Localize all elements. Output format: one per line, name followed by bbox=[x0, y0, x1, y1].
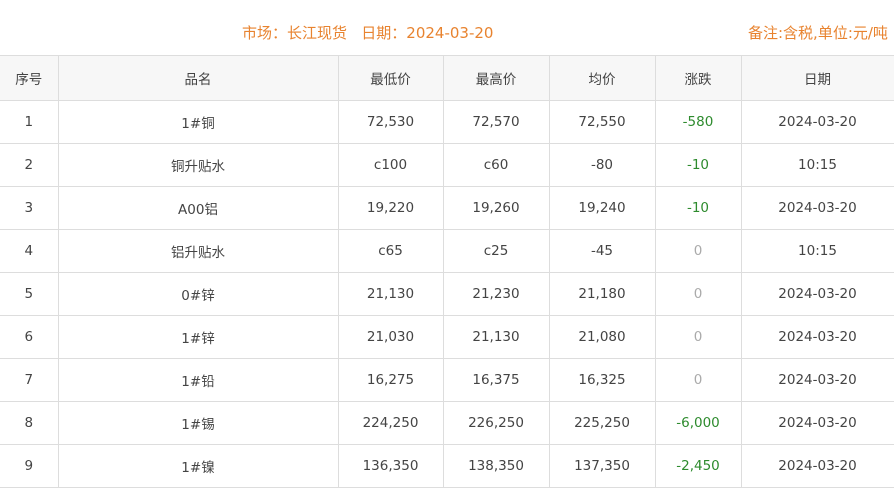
cell-change: 0 bbox=[654, 272, 742, 316]
cell-date: 2024-03-20 bbox=[740, 401, 894, 445]
cell-name: 铜升贴水 bbox=[57, 143, 339, 187]
cell-name: 1#铜 bbox=[57, 100, 339, 144]
cell-name: 1#锌 bbox=[57, 315, 339, 359]
cell-high: 226,250 bbox=[442, 401, 550, 445]
table-row: 6 1#锌 21,030 21,130 21,080 0 2024-03-20 bbox=[0, 315, 894, 359]
cell-change: 0 bbox=[654, 315, 742, 359]
cell-name: A00铝 bbox=[57, 186, 339, 230]
cell-high: 21,130 bbox=[442, 315, 550, 359]
column-header-name: 品名 bbox=[57, 55, 339, 101]
cell-avg: 72,550 bbox=[548, 100, 656, 144]
cell-low: 21,030 bbox=[337, 315, 444, 359]
cell-date: 2024-03-20 bbox=[740, 272, 894, 316]
cell-name: 铝升贴水 bbox=[57, 229, 339, 273]
table-row: 4 铝升贴水 c65 c25 -45 0 10:15 bbox=[0, 229, 894, 273]
price-table: 序号 品名 最低价 最高价 均价 涨跌 日期 1 1#铜 72,530 72,570 72,550-… bbox=[0, 55, 894, 488]
cell-name: 1#镍 bbox=[57, 444, 339, 488]
table-row: 5 0#锌 21,130 21,230 21,180 0 2024-03-20 bbox=[0, 272, 894, 316]
column-header-high: 最高价 bbox=[442, 55, 550, 101]
cell-low: 136,350 bbox=[337, 444, 444, 488]
unit-note: 备注:含税,单位:元/吨 bbox=[748, 24, 888, 42]
cell-high: 19,260 bbox=[442, 186, 550, 230]
cell-avg: 21,080 bbox=[548, 315, 656, 359]
cell-date: 2024-03-20 bbox=[740, 358, 894, 402]
cell-low: 21,130 bbox=[337, 272, 444, 316]
table-row: 9 1#镍 136,350 138,350 137,350 -2,450 2024-03-2… bbox=[0, 444, 894, 488]
table-row: 1 1#铜 72,530 72,570 72,550 -580 2024-03-20 bbox=[0, 100, 894, 144]
cell-change: 0 bbox=[654, 358, 742, 402]
cell-index: 1 bbox=[0, 100, 59, 144]
cell-high: 16,375 bbox=[442, 358, 550, 402]
column-header-date: 日期 bbox=[740, 55, 894, 101]
cell-avg: -80 bbox=[548, 143, 656, 187]
cell-avg: 19,240 bbox=[548, 186, 656, 230]
table-header-row: 序号 品名 最低价 最高价 均价 涨跌 日期 bbox=[0, 55, 894, 101]
cell-avg: 137,350 bbox=[548, 444, 656, 488]
column-header-low: 最低价 bbox=[337, 55, 444, 101]
cell-high: 21,230 bbox=[442, 272, 550, 316]
column-header-change: 涨跌 bbox=[654, 55, 742, 101]
cell-date: 2024-03-20 bbox=[740, 186, 894, 230]
cell-index: 3 bbox=[0, 186, 59, 230]
table-row: 7 1#铅 16,275 16,375 16,325 0 2024-03-20 bbox=[0, 358, 894, 402]
cell-name: 1#锡 bbox=[57, 401, 339, 445]
cell-index: 8 bbox=[0, 401, 59, 445]
cell-index: 4 bbox=[0, 229, 59, 273]
cell-change: 0 bbox=[654, 229, 742, 273]
cell-date: 2024-03-20 bbox=[740, 315, 894, 359]
column-header-index: 序号 bbox=[0, 55, 59, 101]
cell-high: c60 bbox=[442, 143, 550, 187]
cell-low: 224,250 bbox=[337, 401, 444, 445]
table-row: 3 A00铝 19,220 19,260 19,240 -10 2024-03-20 bbox=[0, 186, 894, 230]
cell-date: 10:15 bbox=[740, 143, 894, 187]
cell-low: 72,530 bbox=[337, 100, 444, 144]
column-header-avg: 均价 bbox=[548, 55, 656, 101]
cell-index: 2 bbox=[0, 143, 59, 187]
cell-date: 10:15 bbox=[740, 229, 894, 273]
cell-index: 5 bbox=[0, 272, 59, 316]
header: 市场：长江现货 日期：2024-03-20 备注:含税,单位:元/吨 bbox=[0, 0, 894, 55]
cell-date: 2024-03-20 bbox=[740, 444, 894, 488]
cell-avg: 16,325 bbox=[548, 358, 656, 402]
cell-index: 6 bbox=[0, 315, 59, 359]
cell-name: 1#铅 bbox=[57, 358, 339, 402]
cell-high: 138,350 bbox=[442, 444, 550, 488]
cell-name: 0#锌 bbox=[57, 272, 339, 316]
cell-date: 2024-03-20 bbox=[740, 100, 894, 144]
cell-avg: 225,250 bbox=[548, 401, 656, 445]
cell-change: -10 bbox=[654, 143, 742, 187]
table-row: 8 1#锡 224,250 226,250 225,250 -6,000 2024-03-2… bbox=[0, 401, 894, 445]
cell-change: -10 bbox=[654, 186, 742, 230]
cell-low: 19,220 bbox=[337, 186, 444, 230]
cell-change: -2,450 bbox=[654, 444, 742, 488]
cell-high: c25 bbox=[442, 229, 550, 273]
cell-high: 72,570 bbox=[442, 100, 550, 144]
cell-low: 16,275 bbox=[337, 358, 444, 402]
cell-index: 7 bbox=[0, 358, 59, 402]
market-date-title: 市场：长江现货 日期：2024-03-20 bbox=[242, 24, 494, 42]
cell-low: c100 bbox=[337, 143, 444, 187]
cell-index: 9 bbox=[0, 444, 59, 488]
cell-avg: -45 bbox=[548, 229, 656, 273]
cell-change: -580 bbox=[654, 100, 742, 144]
cell-avg: 21,180 bbox=[548, 272, 656, 316]
cell-change: -6,000 bbox=[654, 401, 742, 445]
cell-low: c65 bbox=[337, 229, 444, 273]
table-row: 2 铜升贴水 c100 c60 -80 -10 10:15 bbox=[0, 143, 894, 187]
